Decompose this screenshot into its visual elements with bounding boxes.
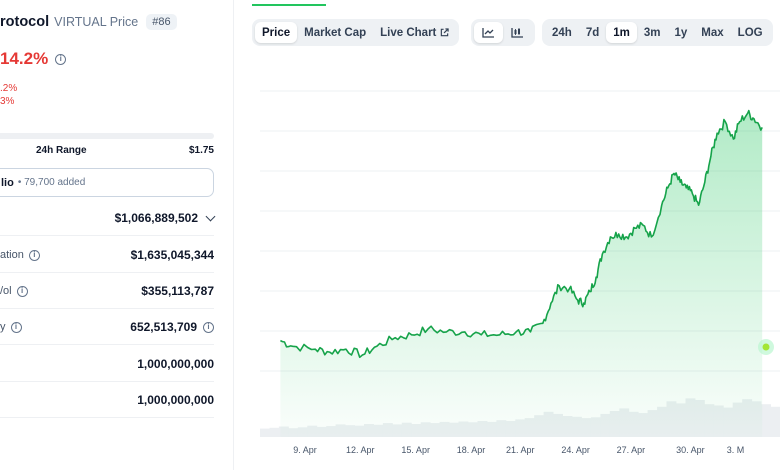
stat-value[interactable]: $1,066,889,502 xyxy=(114,211,216,225)
info-icon[interactable]: i xyxy=(10,321,22,333)
info-icon[interactable]: i xyxy=(203,321,214,333)
tab-market-cap[interactable]: Market Cap xyxy=(304,26,367,39)
stat-label: y i xyxy=(0,321,22,333)
price-change: 14.2% i xyxy=(0,49,67,69)
x-tick-label: 27. Apr xyxy=(617,445,646,455)
panel-divider xyxy=(233,0,234,470)
stat-row-valuation: ation i $1,635,045,344 xyxy=(0,237,214,273)
portfolio-label: lio xyxy=(1,176,14,189)
change-line-2: 3% xyxy=(0,96,15,107)
candlestick-chart-icon xyxy=(511,28,523,38)
line-chart-icon xyxy=(482,28,494,38)
stat-value-text: 652,513,709 xyxy=(130,320,197,334)
tab-live-chart[interactable]: Live Chart xyxy=(373,22,456,43)
range-bar xyxy=(0,133,214,139)
chevron-down-icon[interactable] xyxy=(205,211,216,221)
price-line xyxy=(280,109,763,359)
add-to-portfolio-button[interactable]: lio • 79,700 added xyxy=(0,168,214,197)
period-1m[interactable]: 1m xyxy=(606,22,637,43)
stat-value: $1,635,045,344 xyxy=(130,248,214,262)
coin-symbol: VIRTUAL Price xyxy=(54,15,139,29)
price-change-value: 14.2% xyxy=(0,49,49,68)
stat-row-max-supply: 1,000,000,000 xyxy=(0,382,214,418)
time-range-tabs: 24h 7d 1m 3m 1y Max LOG xyxy=(542,19,773,46)
tab-live-chart-label: Live Chart xyxy=(380,26,437,39)
coin-overview-panel: rotocol VIRTUAL Price #86 14.2% i .2% 3%… xyxy=(0,0,233,470)
stat-value: 652,513,709 i xyxy=(130,320,214,334)
x-axis-ticks: 9. Apr 12. Apr 15. Apr 18. Apr 21. Apr 24. Ap… xyxy=(293,445,744,455)
stat-value: $355,113,787 xyxy=(141,284,214,298)
coin-name: rotocol xyxy=(0,14,50,30)
stat-label-text: /ol xyxy=(0,285,12,297)
volume-bar xyxy=(761,404,771,437)
stat-row-market-cap: $1,066,889,502 xyxy=(0,200,216,236)
info-icon[interactable]: i xyxy=(28,249,40,261)
period-max[interactable]: Max xyxy=(701,26,724,39)
x-tick-label: 12. Apr xyxy=(346,445,375,455)
stat-label-text: ation xyxy=(0,249,24,261)
period-1y[interactable]: 1y xyxy=(674,26,688,39)
volume-bar xyxy=(770,406,780,437)
period-3m[interactable]: 3m xyxy=(643,26,661,39)
volume-bar xyxy=(269,427,280,437)
x-tick-label: 9. Apr xyxy=(293,445,317,455)
change-line-1: .2% xyxy=(0,83,18,94)
portfolio-count: • 79,700 added xyxy=(17,177,86,188)
coin-title: rotocol VIRTUAL Price #86 xyxy=(0,14,177,30)
x-tick-label: 18. Apr xyxy=(457,445,486,455)
stat-value: 1,000,000,000 xyxy=(137,393,214,407)
tab-price[interactable]: Price xyxy=(255,22,298,43)
hover-point[interactable] xyxy=(758,339,774,355)
rank-badge: #86 xyxy=(146,14,177,30)
x-tick-label: 24. Apr xyxy=(561,445,590,455)
period-7d[interactable]: 7d xyxy=(585,26,600,39)
stat-row-supply: y i 652,513,709 i xyxy=(0,309,214,345)
external-link-icon xyxy=(441,28,450,37)
stat-value-text: $1,066,889,502 xyxy=(114,211,198,225)
chart-panel: Price Market Cap Live Chart xyxy=(234,0,780,470)
range-label: 24h Range xyxy=(36,145,87,156)
volume-bar xyxy=(260,428,270,437)
x-tick-label: 3. M xyxy=(727,445,745,455)
line-chart-button[interactable] xyxy=(474,22,503,43)
stat-label: ation i xyxy=(0,249,40,261)
active-section-indicator xyxy=(252,4,326,6)
stat-row-volume: /ol i $355,113,787 xyxy=(0,273,214,309)
stat-label-text: y xyxy=(0,321,6,333)
x-tick-label: 21. Apr xyxy=(506,445,535,455)
chart-style-toggle xyxy=(471,19,535,46)
price-chart[interactable]: 9. Apr 12. Apr 15. Apr 18. Apr 21. Apr 24. Ap… xyxy=(234,55,780,470)
price-area xyxy=(280,110,763,437)
period-24h[interactable]: 24h xyxy=(552,26,572,39)
stat-label: /ol i xyxy=(0,285,28,297)
x-tick-label: 15. Apr xyxy=(401,445,430,455)
range-high: $1.75 xyxy=(188,145,214,156)
info-icon[interactable]: i xyxy=(55,53,67,65)
candlestick-chart-button[interactable] xyxy=(503,22,532,43)
stat-row-total-supply: 1,000,000,000 xyxy=(0,346,214,382)
log-scale-toggle[interactable]: LOG xyxy=(737,26,763,39)
info-icon[interactable]: i xyxy=(16,285,28,297)
chart-type-tabs: Price Market Cap Live Chart xyxy=(252,19,460,46)
x-tick-label: 30. Apr xyxy=(676,445,705,455)
stat-value: 1,000,000,000 xyxy=(137,357,214,371)
